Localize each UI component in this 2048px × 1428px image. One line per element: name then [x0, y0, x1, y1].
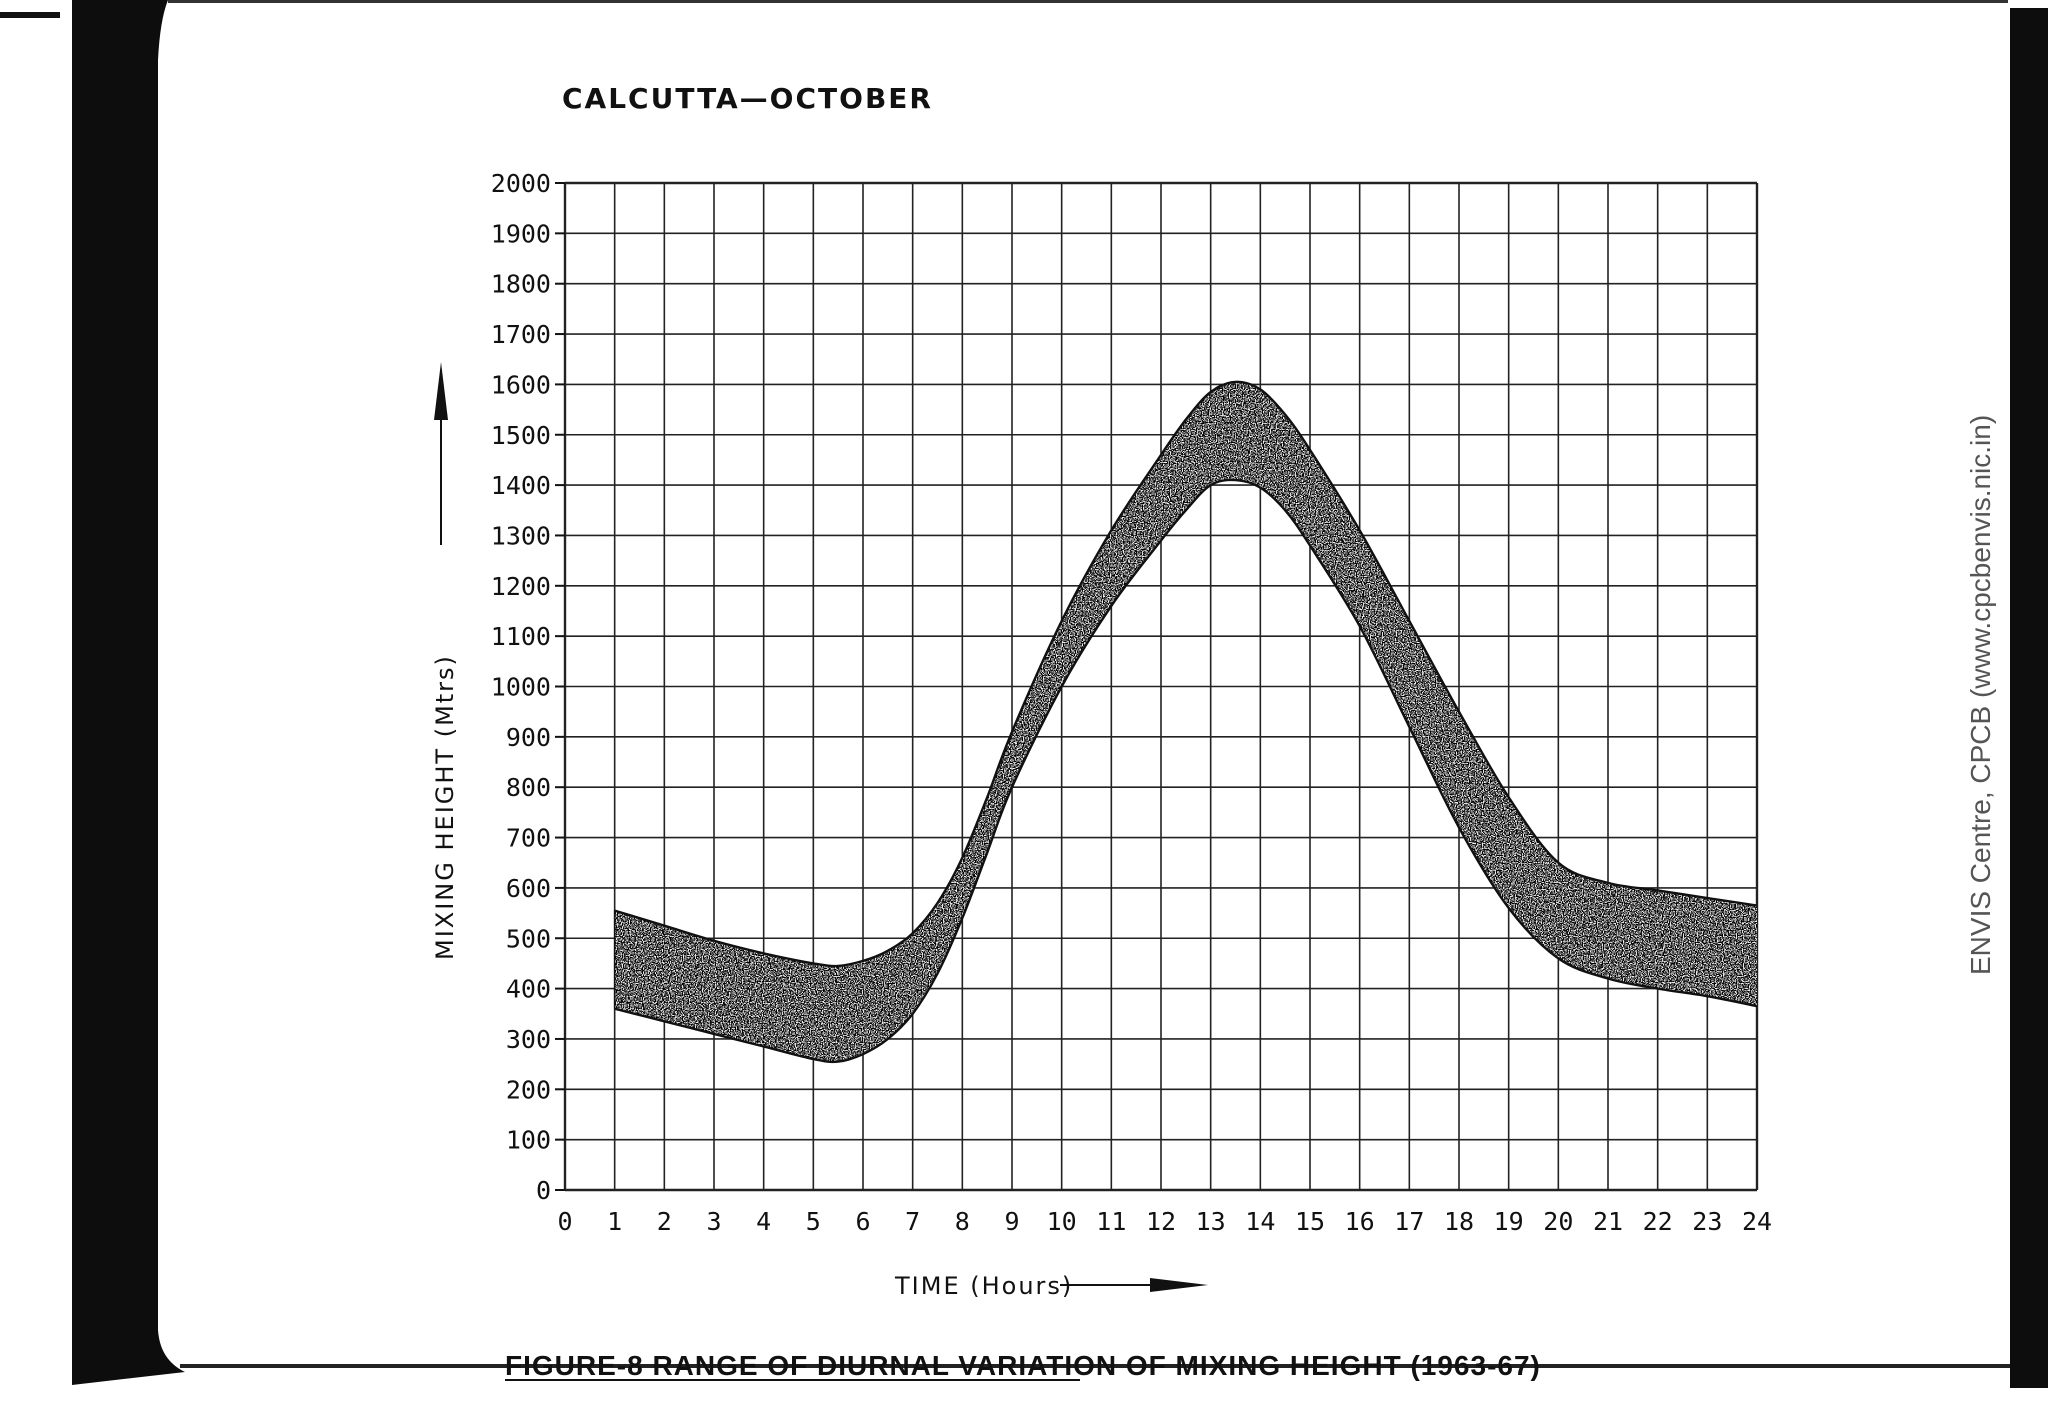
x-tick-label: 22	[1643, 1207, 1673, 1236]
y-tick-label: 1300	[491, 521, 551, 550]
x-axis-ticks: 0 1 2 3 4 5 6 7 8 9 10 11 12 13 14 15 16 17 18 19 20 21 22 23 24	[557, 1207, 1772, 1236]
y-tick-label: 200	[506, 1075, 551, 1104]
x-tick-label: 1	[607, 1207, 622, 1236]
y-tick-label: 100	[506, 1126, 551, 1155]
y-tick-label: 500	[506, 924, 551, 953]
scan-top-left-line	[0, 12, 60, 18]
y-tick-label: 1600	[491, 370, 551, 399]
y-tick-label: 1000	[491, 673, 551, 702]
chart-title: CALCUTTA—OCTOBER	[562, 82, 933, 115]
x-tick-label: 17	[1394, 1207, 1424, 1236]
y-tick-label: 1400	[491, 471, 551, 500]
x-tick-label: 19	[1494, 1207, 1524, 1236]
scan-bottom-line	[180, 1364, 2010, 1368]
y-tick-label: 600	[506, 874, 551, 903]
x-tick-label: 12	[1146, 1207, 1176, 1236]
y-axis-label: MIXING HEIGHT (Mtrs)	[431, 654, 459, 960]
x-tick-label: 4	[756, 1207, 771, 1236]
y-tick-label: 1900	[491, 219, 551, 248]
y-tick-label: 400	[506, 975, 551, 1004]
x-tick-label: 23	[1692, 1207, 1722, 1236]
x-tick-label: 16	[1345, 1207, 1375, 1236]
figure-caption: FIGURE-8 RANGE OF DIURNAL VARIATION OF M…	[505, 1350, 1541, 1381]
y-tick-label: 1200	[491, 572, 551, 601]
x-tick-label: 10	[1047, 1207, 1077, 1236]
x-tick-label: 5	[806, 1207, 821, 1236]
y-axis-ticks: 0 100 200 300 400 500 600 700 800 900 1000 1100 1200…	[491, 169, 565, 1205]
x-axis-arrow-icon	[1150, 1278, 1208, 1292]
y-tick-label: 2000	[491, 169, 551, 198]
x-tick-label: 15	[1295, 1207, 1325, 1236]
y-tick-label: 900	[506, 723, 551, 752]
y-tick-label: 1100	[491, 622, 551, 651]
x-tick-label: 2	[657, 1207, 672, 1236]
y-tick-label: 1700	[491, 320, 551, 349]
y-tick-label: 300	[506, 1025, 551, 1054]
x-tick-label: 18	[1444, 1207, 1474, 1236]
x-tick-label: 20	[1543, 1207, 1573, 1236]
x-tick-label: 11	[1096, 1207, 1126, 1236]
y-tick-label: 1500	[491, 421, 551, 450]
watermark-text: ENVIS Centre, CPCB (www.cpcbenvis.nic.in…	[1965, 415, 1996, 975]
x-tick-label: 6	[855, 1207, 870, 1236]
y-tick-label: 1800	[491, 270, 551, 299]
scan-top-line	[168, 0, 2008, 3]
x-tick-label: 0	[557, 1207, 572, 1236]
mixing-height-band	[613, 380, 1758, 1064]
x-tick-label: 24	[1742, 1207, 1772, 1236]
x-tick-label: 8	[955, 1207, 970, 1236]
band-fill-stipple	[614, 381, 1758, 1062]
x-tick-label: 13	[1196, 1207, 1226, 1236]
y-axis-arrow-icon	[434, 362, 448, 420]
series-line-upper	[614, 380, 1758, 968]
scan-left-border	[72, 0, 185, 1385]
y-tick-label: 700	[506, 824, 551, 853]
y-tick-label: 800	[506, 773, 551, 802]
x-tick-label: 21	[1593, 1207, 1623, 1236]
scan-right-strip	[2010, 8, 2048, 1388]
x-tick-label: 7	[905, 1207, 920, 1236]
x-tick-label: 3	[706, 1207, 721, 1236]
x-axis-label: TIME (Hours)	[894, 1272, 1073, 1300]
y-tick-label: 0	[536, 1176, 551, 1205]
x-tick-label: 9	[1004, 1207, 1019, 1236]
series-line-lower	[614, 478, 1758, 1064]
x-tick-label: 14	[1245, 1207, 1275, 1236]
